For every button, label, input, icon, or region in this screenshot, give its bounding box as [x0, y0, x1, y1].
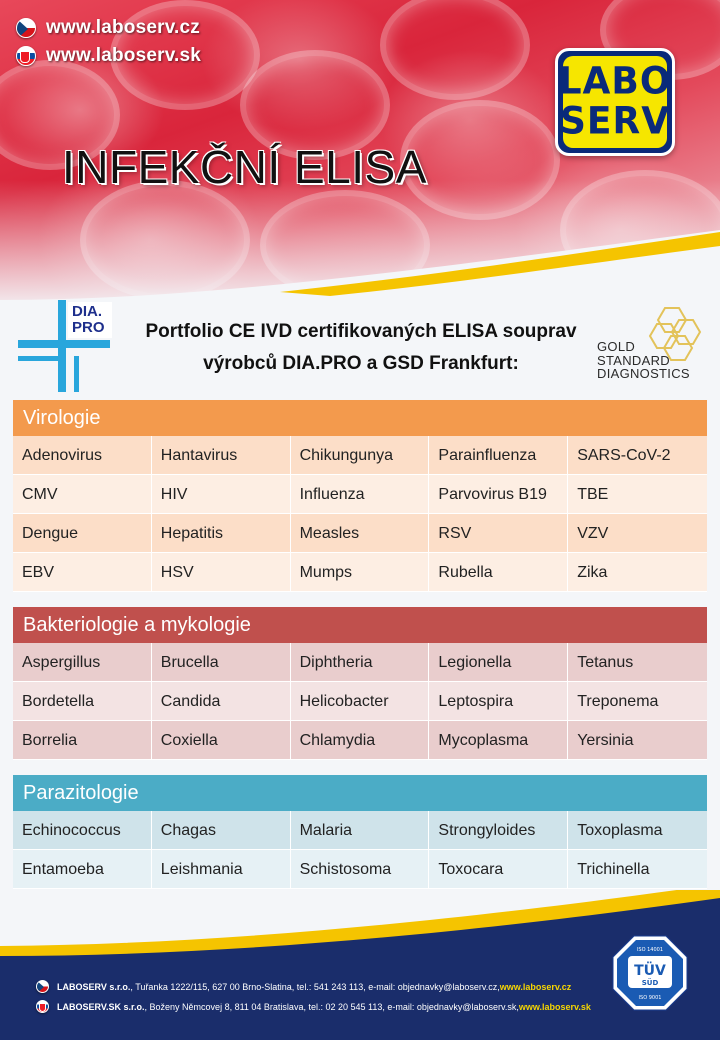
footer-background — [0, 890, 720, 1040]
tuv-name: TÜV — [634, 961, 666, 979]
table-cell: Malaria — [290, 811, 430, 850]
table-cell: CMV — [13, 475, 152, 514]
table-cell: Hantavirus — [151, 436, 291, 475]
section-title-bakteriologie: Bakteriologie a mykologie — [13, 607, 707, 643]
table-cell: Mumps — [290, 553, 430, 592]
portfolio-subtitle: Portfolio CE IVD certifikovaných ELISA s… — [112, 316, 610, 380]
laboserv-logo: LABO SERV — [555, 48, 675, 156]
table-parazitologie: Echinococcus Chagas Malaria Strongyloide… — [13, 811, 707, 889]
tuv-certification-badge: ISO 14001 TÜV SÜD ISO 9001 — [612, 935, 688, 1011]
footer: LABOSERV s.r.o. , Tuřanka 1222/115, 627 … — [0, 890, 720, 1040]
table-cell: Rubella — [429, 553, 569, 592]
table-cell: TBE — [568, 475, 707, 514]
company-name-sk: LABOSERV.SK s.r.o. — [57, 1001, 145, 1012]
table-cell: Trichinella — [568, 850, 707, 889]
address-text-sk: , Boženy Němcovej 8, 811 04 Bratislava, … — [144, 1001, 519, 1012]
subtitle-line-2: výrobců DIA.PRO a GSD Frankfurt: — [203, 353, 519, 374]
page-title: INFEKČNÍ ELISA — [62, 141, 427, 193]
section-bakteriologie: Bakteriologie a mykologie Aspergillus Br… — [13, 607, 707, 760]
table-cell: Diphtheria — [290, 643, 430, 682]
table-cell: Coxiella — [151, 721, 291, 760]
table-cell: Strongyloides — [429, 811, 569, 850]
gsd-line-3: DIAGNOSTICS — [597, 366, 690, 381]
table-cell: Chlamydia — [290, 721, 430, 760]
url-link-sk[interactable]: www.laboserv.sk — [46, 45, 202, 66]
table-cell: Dengue — [13, 514, 152, 553]
section-title-virologie: Virologie — [13, 400, 707, 436]
table-cell: Adenovirus — [13, 436, 152, 475]
gold-standard-diagnostics-logo: GOLD STANDARD DIAGNOSTICS — [597, 302, 707, 394]
table-cell: Hepatitis — [151, 514, 291, 553]
table-cell: Toxocara — [429, 850, 569, 889]
company-name-cz: LABOSERV s.r.o. — [57, 981, 131, 992]
url-row-cz[interactable]: www.laboserv.cz — [16, 14, 201, 42]
table-cell: Parainfluenza — [429, 436, 569, 475]
footer-link-cz[interactable]: www.laboserv.cz — [499, 981, 572, 992]
table-cell: Chikungunya — [290, 436, 430, 475]
slovak-flag-icon — [36, 1000, 49, 1013]
czech-flag-icon — [36, 980, 49, 993]
yellow-swoosh — [0, 230, 720, 330]
gsd-line-1: GOLD — [597, 339, 636, 354]
diapro-logo: DIA. PRO — [18, 300, 112, 392]
website-links: www.laboserv.cz www.laboserv.sk — [16, 14, 201, 70]
logo-text-line1: LABO — [558, 59, 672, 103]
section-virologie: Virologie Adenovirus Hantavirus Chikungu… — [13, 400, 707, 592]
table-cell: Schistosoma — [290, 850, 430, 889]
table-cell: Borrelia — [13, 721, 152, 760]
tuv-sub: SÜD — [642, 978, 659, 987]
table-cell: Bordetella — [13, 682, 152, 721]
hexagon-icon — [648, 307, 702, 361]
table-cell: Chagas — [151, 811, 291, 850]
table-cell: Aspergillus — [13, 643, 152, 682]
url-link-cz[interactable]: www.laboserv.cz — [46, 17, 200, 38]
table-cell: Helicobacter — [290, 682, 430, 721]
footer-link-sk[interactable]: www.laboserv.sk — [518, 1001, 591, 1012]
subtitle-line-1: Portfolio CE IVD certifikovaných ELISA s… — [145, 321, 577, 342]
table-cell: Treponema — [568, 682, 707, 721]
table-cell: Zika — [568, 553, 707, 592]
tuv-iso-top: ISO 14001 — [637, 947, 663, 953]
table-cell: RSV — [429, 514, 569, 553]
table-cell: HIV — [151, 475, 291, 514]
table-cell: Measles — [290, 514, 430, 553]
slovak-flag-icon — [16, 46, 36, 66]
address-cz: LABOSERV s.r.o. , Tuřanka 1222/115, 627 … — [36, 980, 571, 993]
table-cell: Candida — [151, 682, 291, 721]
table-cell: EBV — [13, 553, 152, 592]
table-cell: Entamoeba — [13, 850, 152, 889]
diapro-logo-text-1: DIA. — [72, 303, 102, 320]
diapro-logo-text-2: PRO — [72, 319, 105, 336]
table-cell: Tetanus — [568, 643, 707, 682]
table-cell: Yersinia — [568, 721, 707, 760]
table-cell: HSV — [151, 553, 291, 592]
gsd-line-2: STANDARD — [597, 352, 670, 368]
table-cell: Brucella — [151, 643, 291, 682]
table-cell: Influenza — [290, 475, 430, 514]
address-text-cz: , Tuřanka 1222/115, 627 00 Brno-Slatina,… — [130, 981, 500, 992]
section-parazitologie: Parazitologie Echinococcus Chagas Malari… — [13, 775, 707, 889]
table-cell: Legionella — [429, 643, 569, 682]
section-title-parazitologie: Parazitologie — [13, 775, 707, 811]
table-cell: Leptospira — [429, 682, 569, 721]
logo-text-line2: SERV — [559, 99, 671, 143]
table-cell: Leishmania — [151, 850, 291, 889]
table-cell: Toxoplasma — [568, 811, 707, 850]
table-cell: Mycoplasma — [429, 721, 569, 760]
url-row-sk[interactable]: www.laboserv.sk — [16, 42, 201, 70]
table-virologie: Adenovirus Hantavirus Chikungunya Parain… — [13, 436, 707, 592]
table-bakteriologie: Aspergillus Brucella Diphtheria Legionel… — [13, 643, 707, 760]
tuv-iso-bottom: ISO 9001 — [639, 995, 662, 1001]
table-cell: Echinococcus — [13, 811, 152, 850]
czech-flag-icon — [16, 18, 36, 38]
table-cell: Parvovirus B19 — [429, 475, 569, 514]
address-sk: LABOSERV.SK s.r.o. , Boženy Němcovej 8, … — [36, 1000, 591, 1013]
table-cell: VZV — [568, 514, 707, 553]
table-cell: SARS-CoV-2 — [568, 436, 707, 475]
